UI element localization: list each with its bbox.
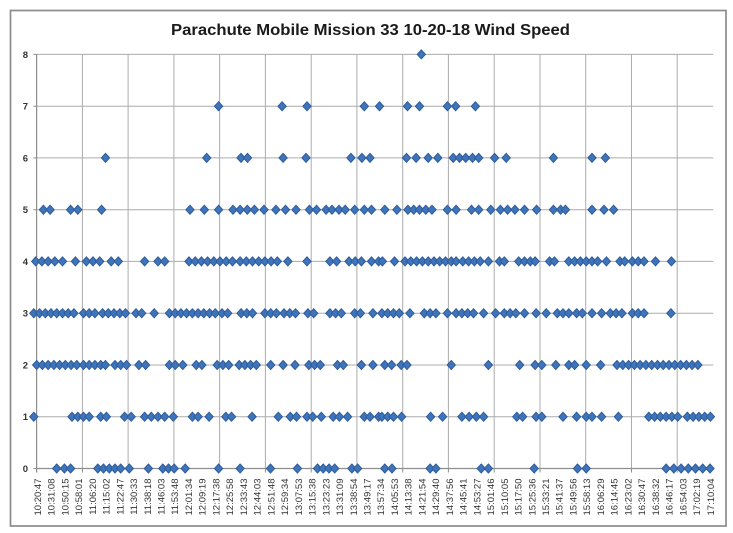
svg-text:16:06:29: 16:06:29 (596, 479, 607, 516)
svg-text:15:49:56: 15:49:56 (569, 479, 580, 516)
svg-text:Parachute Mobile Mission 33 10: Parachute Mobile Mission 33 10-20-18 Win… (171, 22, 570, 39)
svg-text:3: 3 (23, 309, 28, 320)
svg-text:4: 4 (23, 257, 29, 268)
svg-text:11:46:03: 11:46:03 (157, 479, 168, 515)
svg-text:16:54:03: 16:54:03 (678, 479, 689, 516)
svg-text:12:59:34: 12:59:34 (280, 479, 291, 516)
svg-text:15:01:46: 15:01:46 (486, 479, 497, 516)
svg-text:12:44:03: 12:44:03 (253, 479, 264, 516)
svg-text:12:51:48: 12:51:48 (266, 479, 277, 516)
svg-text:11:15:02: 11:15:02 (102, 479, 113, 515)
svg-text:11:53:48: 11:53:48 (170, 479, 181, 515)
svg-text:11:06:20: 11:06:20 (88, 479, 99, 515)
svg-text:17:02:19: 17:02:19 (692, 479, 703, 516)
svg-text:13:07:53: 13:07:53 (294, 479, 305, 516)
svg-text:14:05:53: 14:05:53 (390, 479, 401, 516)
svg-text:15:58:13: 15:58:13 (582, 479, 593, 516)
svg-text:2: 2 (23, 360, 28, 371)
svg-text:12:09:19: 12:09:19 (198, 479, 209, 516)
svg-text:7: 7 (23, 102, 28, 113)
svg-text:16:14:45: 16:14:45 (610, 479, 621, 516)
svg-text:0: 0 (23, 464, 28, 475)
svg-text:17:10:04: 17:10:04 (706, 479, 717, 516)
svg-text:15:10:05: 15:10:05 (500, 479, 511, 516)
svg-text:15:17:50: 15:17:50 (514, 479, 525, 516)
svg-text:12:33:43: 12:33:43 (239, 479, 250, 516)
svg-text:15:33:21: 15:33:21 (541, 479, 552, 516)
svg-text:12:17:38: 12:17:38 (211, 479, 222, 516)
svg-text:11:22:47: 11:22:47 (115, 479, 126, 515)
svg-text:10:20:47: 10:20:47 (33, 479, 44, 516)
svg-text:14:13:38: 14:13:38 (404, 479, 415, 516)
svg-text:16:46:17: 16:46:17 (665, 479, 676, 516)
svg-text:13:49:17: 13:49:17 (363, 479, 374, 516)
svg-text:8: 8 (23, 50, 28, 61)
svg-text:14:29:40: 14:29:40 (431, 479, 442, 516)
svg-text:16:30:47: 16:30:47 (637, 479, 648, 516)
svg-text:10:50:15: 10:50:15 (60, 479, 71, 516)
svg-text:16:38:32: 16:38:32 (651, 479, 662, 516)
svg-text:13:15:38: 13:15:38 (308, 479, 319, 516)
svg-text:14:53:27: 14:53:27 (472, 479, 483, 516)
svg-text:13:23:23: 13:23:23 (321, 479, 332, 516)
svg-text:14:21:54: 14:21:54 (417, 479, 428, 516)
svg-text:12:25:58: 12:25:58 (225, 479, 236, 516)
svg-text:12:01:34: 12:01:34 (184, 479, 195, 516)
svg-text:15:41:37: 15:41:37 (555, 479, 566, 516)
svg-text:14:37:56: 14:37:56 (445, 479, 456, 516)
svg-text:10:31:08: 10:31:08 (47, 479, 58, 516)
svg-text:11:38:18: 11:38:18 (143, 479, 154, 515)
svg-text:1: 1 (23, 412, 29, 423)
svg-text:10:58:01: 10:58:01 (74, 479, 85, 516)
svg-text:13:31:09: 13:31:09 (335, 479, 346, 516)
svg-text:6: 6 (23, 153, 28, 164)
svg-text:15:25:36: 15:25:36 (527, 479, 538, 516)
svg-text:13:57:34: 13:57:34 (376, 479, 387, 516)
svg-text:11:30:33: 11:30:33 (129, 479, 140, 515)
svg-text:14:45:41: 14:45:41 (459, 479, 470, 516)
svg-text:5: 5 (23, 205, 29, 216)
svg-text:16:23:02: 16:23:02 (623, 479, 634, 516)
svg-text:13:38:54: 13:38:54 (349, 479, 360, 516)
